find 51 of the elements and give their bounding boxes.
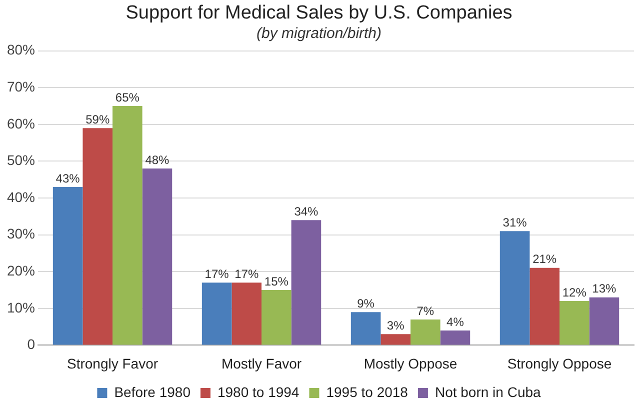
y-tick-label: 40%	[6, 188, 36, 205]
x-tick-label: Mostly Oppose	[364, 355, 458, 372]
data-label: 3%	[386, 318, 405, 332]
bar	[500, 231, 530, 345]
y-tick-label: 80%	[6, 42, 36, 58]
data-label: 12%	[562, 285, 587, 300]
bar	[560, 301, 590, 345]
y-tick-label: 70%	[6, 78, 36, 94]
data-label: 17%	[234, 266, 259, 281]
data-label: 15%	[264, 274, 289, 288]
legend-label: 1980 to 1994	[217, 384, 300, 400]
data-label: 43%	[56, 171, 80, 186]
data-label: 17%	[204, 266, 230, 281]
legend-label: 1995 to 2018	[326, 384, 408, 400]
chart-title: Support for Medical Sales by U.S. Companies	[126, 2, 512, 24]
data-label: 4%	[446, 314, 464, 329]
bar	[52, 186, 83, 345]
y-tick-label: 50%	[6, 152, 36, 168]
bar	[262, 290, 292, 345]
y-tick-label: 30%	[6, 226, 36, 242]
y-tick-label: 20%	[6, 262, 36, 278]
legend-label: Before 1980	[114, 384, 191, 400]
bar	[530, 268, 560, 345]
data-label: 48%	[145, 152, 170, 167]
data-label: 59%	[86, 112, 110, 126]
bar	[440, 330, 470, 345]
bar	[350, 312, 381, 345]
data-label: 21%	[532, 252, 557, 266]
data-label: 65%	[115, 90, 140, 104]
data-label: 9%	[357, 296, 375, 310]
data-label: 34%	[294, 204, 319, 218]
bar	[380, 334, 411, 345]
bar	[112, 106, 142, 345]
bar	[82, 128, 113, 345]
y-tick-label: 10%	[6, 299, 36, 316]
bar	[142, 168, 172, 345]
x-tick-label: Strongly Favor	[66, 355, 158, 372]
x-tick-label: Strongly Oppose	[507, 355, 612, 372]
bar	[291, 220, 322, 345]
bar	[589, 297, 620, 345]
chart-subtitle: (by migration/birth)	[256, 24, 382, 42]
y-tick-label: 60%	[6, 115, 36, 132]
legend-label: Not born in Cuba	[434, 384, 542, 400]
bar	[410, 319, 440, 345]
bar	[202, 282, 232, 345]
data-label: 13%	[592, 282, 617, 296]
x-tick-label: Mostly Favor	[221, 355, 302, 372]
data-label: 31%	[502, 215, 528, 230]
y-tick-label: 0	[27, 336, 36, 352]
bar	[232, 282, 262, 345]
data-label: 7%	[416, 304, 434, 318]
